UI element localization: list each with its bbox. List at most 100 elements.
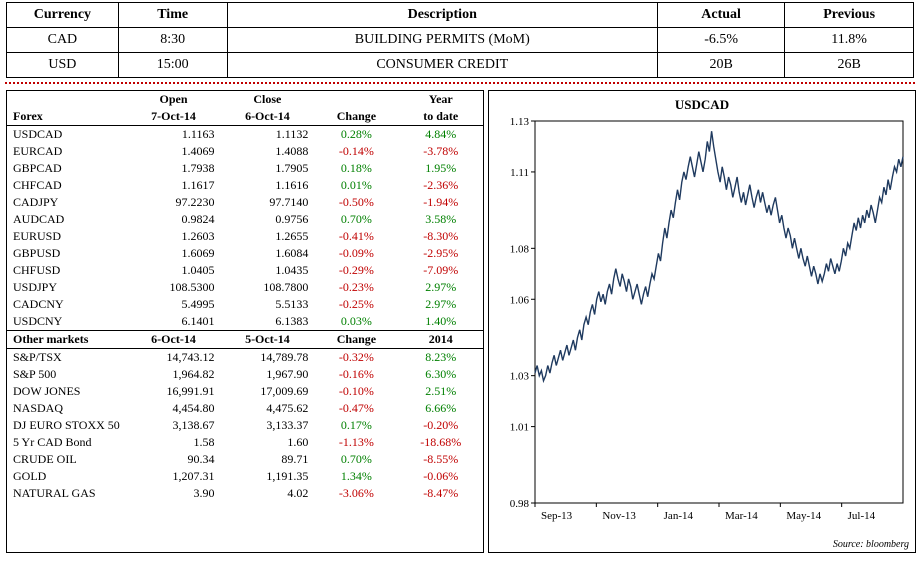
- market-cell: NATURAL GAS: [7, 485, 127, 502]
- market-cell: -0.23%: [314, 279, 398, 296]
- market-cell: 16,991.91: [127, 383, 221, 400]
- market-tables-panel: Open Close Year Forex 7-Oct-14 6-Oct-14 …: [6, 90, 484, 553]
- svg-text:Jul-14: Jul-14: [848, 510, 876, 522]
- market-row: CADJPY97.223097.7140-0.50%-1.94%: [7, 194, 483, 211]
- market-cell: CADCNY: [7, 296, 127, 313]
- market-cell: 1.7905: [220, 160, 314, 177]
- market-row: S&P/TSX14,743.1214,789.78-0.32%8.23%: [7, 349, 483, 367]
- market-cell: S&P/TSX: [7, 349, 127, 367]
- market-cell: 1.4088: [220, 143, 314, 160]
- market-cell: CHFUSD: [7, 262, 127, 279]
- market-cell: -2.95%: [399, 245, 484, 262]
- market-cell: 1.1616: [220, 177, 314, 194]
- market-row: NASDAQ4,454.804,475.62-0.47%6.66%: [7, 400, 483, 417]
- market-cell: -2.36%: [399, 177, 484, 194]
- market-cell: USDJPY: [7, 279, 127, 296]
- econ-cell: USD: [7, 53, 119, 78]
- usdcad-chart-panel: USDCAD 0.981.011.031.061.081.111.13Sep-1…: [488, 90, 916, 553]
- market-cell: -0.16%: [314, 366, 398, 383]
- market-cell: 1.40%: [399, 313, 484, 331]
- market-cell: 5.5133: [220, 296, 314, 313]
- market-cell: -0.20%: [399, 417, 484, 434]
- market-cell: 1.2655: [220, 228, 314, 245]
- market-row: EURCAD1.40691.4088-0.14%-3.78%: [7, 143, 483, 160]
- market-cell: CHFCAD: [7, 177, 127, 194]
- market-cell: 0.70%: [314, 451, 398, 468]
- market-cell: 4,475.62: [220, 400, 314, 417]
- market-cell: -7.09%: [399, 262, 484, 279]
- market-cell: GBPUSD: [7, 245, 127, 262]
- econ-cell: 11.8%: [785, 28, 914, 53]
- usdcad-line-chart: 0.981.011.031.061.081.111.13Sep-13Nov-13…: [495, 117, 909, 537]
- market-cell: 1,191.35: [220, 468, 314, 485]
- market-cell: 4.02: [220, 485, 314, 502]
- econ-cell: BUILDING PERMITS (MoM): [227, 28, 658, 53]
- market-cell: 0.28%: [314, 126, 398, 144]
- market-cell: 6.1383: [220, 313, 314, 331]
- econ-row: CAD8:30BUILDING PERMITS (MoM)-6.5%11.8%: [7, 28, 914, 53]
- market-cell: 1,207.31: [127, 468, 221, 485]
- econ-cell: 8:30: [118, 28, 227, 53]
- market-cell: 17,009.69: [220, 383, 314, 400]
- market-row: CRUDE OIL90.3489.710.70%-8.55%: [7, 451, 483, 468]
- hdr-currency: Currency: [7, 3, 119, 28]
- market-cell: 8.23%: [399, 349, 484, 367]
- market-row: USDJPY108.5300108.7800-0.23%2.97%: [7, 279, 483, 296]
- market-cell: 1.6069: [127, 245, 221, 262]
- svg-text:Jan-14: Jan-14: [664, 510, 694, 522]
- market-cell: 4,454.80: [127, 400, 221, 417]
- market-cell: 1.0405: [127, 262, 221, 279]
- econ-cell: 26B: [785, 53, 914, 78]
- market-cell: 2.51%: [399, 383, 484, 400]
- chart-title: USDCAD: [495, 97, 909, 113]
- market-cell: 3.90: [127, 485, 221, 502]
- market-cell: -18.68%: [399, 434, 484, 451]
- market-cell: 0.70%: [314, 211, 398, 228]
- market-cell: -8.47%: [399, 485, 484, 502]
- market-row: GOLD1,207.311,191.351.34%-0.06%: [7, 468, 483, 485]
- econ-events-table: Currency Time Description Actual Previou…: [6, 2, 914, 78]
- market-row: CHFUSD1.04051.0435-0.29%-7.09%: [7, 262, 483, 279]
- market-cell: 14,743.12: [127, 349, 221, 367]
- market-cell: 6.66%: [399, 400, 484, 417]
- hdr-previous: Previous: [785, 3, 914, 28]
- market-cell: CRUDE OIL: [7, 451, 127, 468]
- market-cell: 90.34: [127, 451, 221, 468]
- econ-row: USD15:00CONSUMER CREDIT20B26B: [7, 53, 914, 78]
- market-cell: 97.7140: [220, 194, 314, 211]
- svg-text:1.11: 1.11: [510, 167, 529, 179]
- market-row: GBPUSD1.60691.6084-0.09%-2.95%: [7, 245, 483, 262]
- svg-text:1.06: 1.06: [510, 294, 530, 306]
- market-cell: 3.58%: [399, 211, 484, 228]
- market-cell: S&P 500: [7, 366, 127, 383]
- market-cell: -0.47%: [314, 400, 398, 417]
- market-cell: -1.13%: [314, 434, 398, 451]
- market-cell: 6.1401: [127, 313, 221, 331]
- market-cell: 5.4995: [127, 296, 221, 313]
- market-cell: 1.1132: [220, 126, 314, 144]
- svg-text:1.08: 1.08: [510, 243, 530, 255]
- market-row: EURUSD1.26031.2655-0.41%-8.30%: [7, 228, 483, 245]
- market-cell: -0.09%: [314, 245, 398, 262]
- market-cell: -0.10%: [314, 383, 398, 400]
- econ-cell: -6.5%: [658, 28, 785, 53]
- market-cell: 1.4069: [127, 143, 221, 160]
- market-cell: 1.34%: [314, 468, 398, 485]
- econ-cell: 15:00: [118, 53, 227, 78]
- svg-text:1.01: 1.01: [510, 422, 529, 434]
- hdr-actual: Actual: [658, 3, 785, 28]
- market-row: 5 Yr CAD Bond1.581.60-1.13%-18.68%: [7, 434, 483, 451]
- market-cell: 1.58: [127, 434, 221, 451]
- market-cell: 0.9756: [220, 211, 314, 228]
- chart-source: Source: bloomberg: [495, 539, 909, 550]
- market-row: CHFCAD1.16171.16160.01%-2.36%: [7, 177, 483, 194]
- market-cell: 1,964.82: [127, 366, 221, 383]
- market-cell: 1.1617: [127, 177, 221, 194]
- market-cell: NASDAQ: [7, 400, 127, 417]
- market-cell: 1.6084: [220, 245, 314, 262]
- market-cell: DOW JONES: [7, 383, 127, 400]
- econ-cell: 20B: [658, 53, 785, 78]
- market-cell: -0.14%: [314, 143, 398, 160]
- forex-superheader: Open Close Year: [7, 91, 483, 108]
- econ-cell: CONSUMER CREDIT: [227, 53, 658, 78]
